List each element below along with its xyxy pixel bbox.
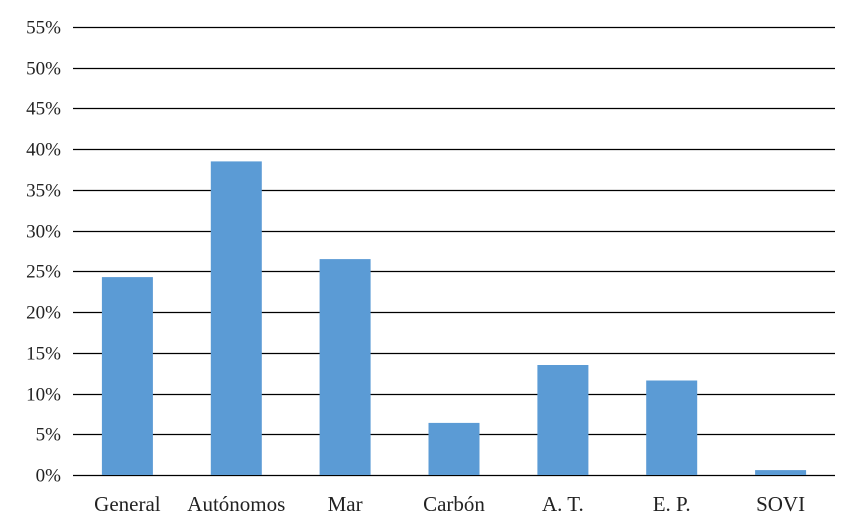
y-tick-label: 10% xyxy=(26,385,61,406)
y-tick-label: 30% xyxy=(26,222,61,243)
y-tick-label: 5% xyxy=(36,425,62,446)
bar xyxy=(428,422,480,475)
x-axis-category-labels: General Autónomos Mar Carbón A. T. E. P. SOVI xyxy=(94,492,805,516)
bar xyxy=(210,161,262,475)
y-tick-label: 55% xyxy=(26,18,61,39)
y-tick-label: 45% xyxy=(26,99,61,120)
bar xyxy=(319,259,371,475)
x-category-label: General xyxy=(94,492,161,516)
x-category-label: Carbón xyxy=(423,492,485,516)
bars xyxy=(101,161,807,475)
y-axis-tick-labels: 0% 5% 10% 15% 20% 25% 30% 35% 40% 45% 50% 55% xyxy=(26,18,61,487)
bar xyxy=(537,365,589,475)
y-tick-label: 25% xyxy=(26,262,61,283)
y-tick-label: 50% xyxy=(26,59,61,80)
x-category-label: Autónomos xyxy=(187,492,285,516)
x-category-label: A. T. xyxy=(542,492,584,516)
y-tick-label: 0% xyxy=(36,466,62,487)
y-tick-label: 20% xyxy=(26,303,61,324)
x-category-label: Mar xyxy=(328,492,363,516)
y-tick-label: 35% xyxy=(26,181,61,202)
x-category-label: E. P. xyxy=(653,492,691,516)
gridlines xyxy=(73,26,835,477)
bar xyxy=(646,380,698,475)
bar xyxy=(755,470,807,475)
x-category-label: SOVI xyxy=(756,492,805,516)
bar xyxy=(101,277,153,475)
y-tick-label: 15% xyxy=(26,344,61,365)
y-tick-label: 40% xyxy=(26,140,61,161)
